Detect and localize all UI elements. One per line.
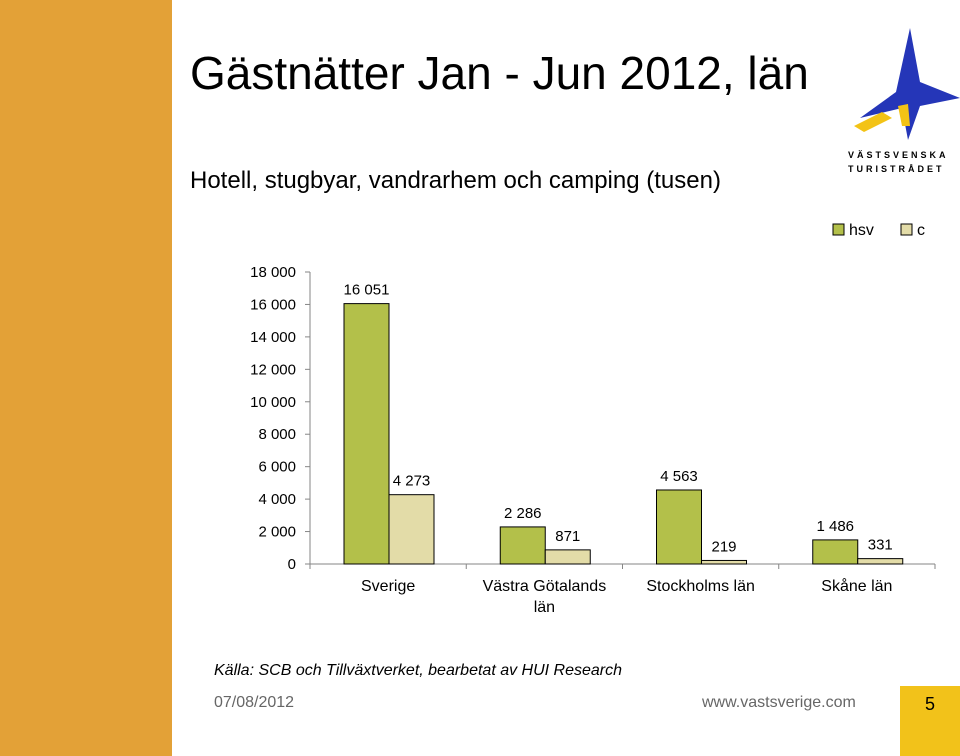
page-title: Gästnätter Jan - Jun 2012, län (190, 47, 809, 99)
bar-c (388, 494, 435, 565)
y-tick-label: 6 000 (258, 459, 296, 476)
legend-swatch-c (900, 223, 913, 236)
y-tick-label: 4 000 (258, 491, 296, 508)
y-tick-label: 16 000 (250, 296, 296, 313)
source-note: Källa: SCB och Tillväxtverket, bearbetat… (214, 662, 623, 679)
page-subtitle: Hotell, stugbyar, vandrarhem och camping… (190, 167, 721, 194)
y-tick-label: 12 000 (250, 361, 296, 378)
data-label: 219 (711, 538, 736, 555)
bar-chart: 0 2 000 4 000 6 000 8 000 10 000 12 000 14 000 1… (250, 222, 936, 616)
data-label: 1 486 (816, 518, 854, 535)
page-number: 5 (924, 694, 935, 714)
footer-url[interactable]: www.vastsverige.com (702, 694, 856, 711)
y-tick-label: 0 (288, 556, 296, 573)
legend-label-c: c (917, 222, 925, 239)
data-label: 2 286 (504, 505, 542, 522)
y-tick-label: 18 000 (250, 264, 296, 281)
sidebar-accent (0, 0, 172, 756)
x-category-label: Västra Götalands (483, 578, 607, 595)
legend-label-hsv: hsv (849, 222, 874, 239)
x-category-label: län (534, 599, 555, 616)
bar-hsv (499, 526, 546, 565)
data-label: 4 273 (393, 473, 431, 490)
data-label: 331 (868, 537, 893, 554)
logo-text-line2: TURISTRÅDET (848, 164, 945, 174)
data-label: 16 051 (344, 282, 390, 299)
x-category-label: Stockholms län (646, 578, 755, 595)
bar-c (544, 549, 591, 565)
page-number-box: 5 (900, 686, 960, 756)
data-label: 4 563 (660, 468, 698, 485)
bar-hsv (343, 303, 390, 565)
bar-c (701, 559, 747, 565)
bar-hsv (656, 489, 702, 565)
footer-date: 07/08/2012 (214, 694, 295, 711)
y-tick-label: 2 000 (258, 524, 296, 541)
y-tick-label: 8 000 (258, 426, 296, 443)
logo-text-line1: VÄSTSVENSKA (848, 150, 949, 160)
x-category-label: Skåne län (821, 577, 892, 595)
data-label: 871 (555, 528, 580, 545)
x-category-label: Sverige (361, 578, 415, 595)
star-logo-icon (854, 28, 960, 140)
y-tick-label: 10 000 (250, 394, 296, 411)
legend-swatch-hsv (832, 223, 845, 236)
y-tick-label: 14 000 (250, 329, 296, 346)
bar-c (857, 558, 904, 565)
bar-hsv (812, 539, 859, 565)
